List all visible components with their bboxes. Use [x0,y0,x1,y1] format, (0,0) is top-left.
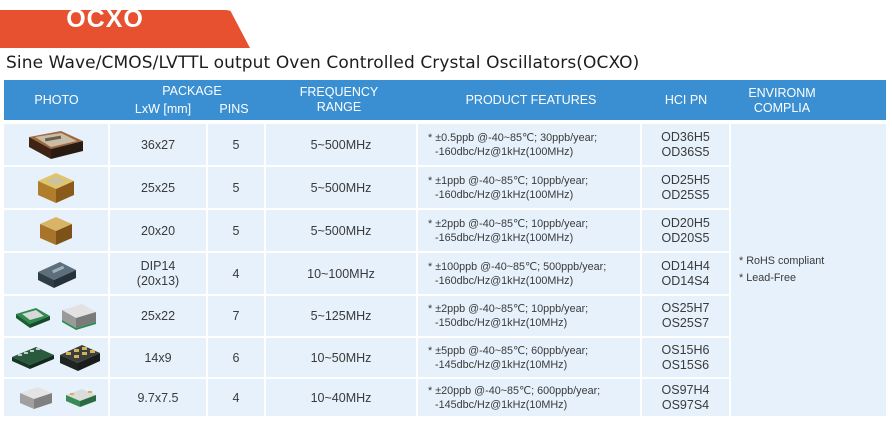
row-pins: 5 [208,167,264,208]
row-part-number: OD25H5 OD25S5 [642,167,729,208]
row-features: * ±20ppb @-40~85℃; 600ppb/year; -145dbc/H… [418,379,640,416]
row-part-number: OS97H4 OS97S4 [642,379,729,416]
part-number-h: OD20H5 [661,215,710,230]
part-number-s: OD25S5 [661,187,710,202]
header-frequency: FREQUENCY [299,85,379,99]
page-subtitle: Sine Wave/CMOS/LVTTL output Oven Control… [6,53,640,73]
feature-line-1: * ±1ppb @-40~85℃; 10ppb/year; [428,174,589,187]
header-compliance: COMPLIA [753,101,811,115]
row-photo [4,338,108,377]
size-dimensions: (20x13) [136,273,180,288]
row-frequency: 5~125MHz [266,296,416,336]
header-photo: PHOTO [34,93,79,107]
row-frequency: 5~500MHz [266,167,416,208]
row-size: 14x9 [110,338,206,377]
row-photo [4,167,108,208]
feature-line-2: -150dbc/Hz@1kHz(10MHz) [435,317,568,329]
header-product-features: PRODUCT FEATURES [465,93,597,107]
row-photo [4,210,108,251]
part-number-h: OD14H4 [661,258,710,273]
row-features: * ±5ppb @-40~85℃; 60ppb/year; -145dbc/Hz@… [418,338,640,377]
row-pins: 7 [208,296,264,336]
part-number-s: OD14S4 [661,273,710,288]
small-smd-icon [20,386,96,409]
header-pins: PINS [219,102,249,116]
row-size: 20x20 [110,210,206,251]
row-size: 36x27 [110,124,206,165]
header-range: RANGE [316,100,362,114]
part-number-h: OS97H4 [661,382,710,397]
row-features: * ±0.5ppb @-40~85℃; 30ppb/year; -160dbc/H… [418,124,640,165]
part-number-s: OD20S5 [661,230,710,245]
feature-line-2: -165dbc/Hz@1kHz(100MHz) [435,231,574,244]
row-features: * ±2ppb @-40~85℃; 10ppb/year; -165dbc/Hz@… [418,210,640,251]
part-number-s: OS97S4 [661,397,710,412]
row-frequency: 5~500MHz [266,124,416,165]
feature-line-2: -145dbc/Hz@1kHz(10MHz) [435,398,568,411]
header-package: PACKAGE [162,84,222,98]
row-part-number: OD20H5 OD20S5 [642,210,729,251]
row-pins: 5 [208,210,264,251]
feature-line-1: * ±2ppb @-40~85℃; 10ppb/year; [428,217,589,230]
environment-compliance-cell: * RoHS compliant * Lead-Free [731,124,886,416]
row-size: 25x22 [110,296,206,336]
feature-line-2: -145dbc/Hz@1kHz(10MHz) [435,358,568,371]
row-frequency: 10~100MHz [266,253,416,294]
gold-ocxo-icon [38,172,74,203]
feature-line-1: * ±0.5ppb @-40~85℃; 30ppb/year; [428,131,598,144]
part-number-s: OD36S5 [661,144,710,159]
table-header: PHOTO PACKAGE LxW [mm] PINS FREQUENCY RA… [4,80,886,120]
size-package: DIP14 [140,258,176,273]
ocxo-tab-title: OCXO [66,5,144,33]
row-part-number: OS15H6 OS15S6 [642,338,729,377]
row-pins: 6 [208,338,264,377]
ocxo-tab [0,10,250,48]
part-number-h: OD25H5 [661,172,710,187]
feature-line-2: -160dbc/Hz@1kHz(100MHz) [435,145,574,158]
rohs-compliant-note: * RoHS compliant [739,255,825,267]
row-part-number: OD36H5 OD36S5 [642,124,729,165]
row-features: * ±2ppb @-40~85℃; 10ppb/year; -150dbc/Hz@… [418,296,640,336]
smd-module-icon [16,304,96,330]
row-pins: 4 [208,253,264,294]
feature-line-1: * ±100ppb @-40~85℃; 500ppb/year; [428,260,607,273]
row-frequency: 10~50MHz [266,338,416,377]
lead-free-note: * Lead-Free [739,272,797,284]
row-size: 9.7x7.5 [110,379,206,416]
row-size: DIP14 (20x13) [110,253,206,294]
row-photo [4,296,108,336]
row-features: * ±1ppb @-40~85℃; 10ppb/year; -160dbc/Hz@… [418,167,640,208]
feature-line-1: * ±5ppb @-40~85℃; 60ppb/year; [428,344,589,357]
smd-chip-icon [12,344,100,371]
part-number-h: OS25H7 [661,301,710,315]
row-part-number: OS25H7 OS25S7 [642,296,729,336]
row-photo [4,379,108,416]
row-frequency: 10~40MHz [266,379,416,416]
dip14-oscillator-icon [38,261,76,288]
feature-line-2: -160dbc/Hz@1kHz(100MHz) [435,188,574,201]
row-part-number: OD14H4 OD14S4 [642,253,729,294]
row-photo [4,124,108,165]
header-hci-pn: HCI PN [664,93,708,107]
part-number-s: OS15S6 [661,357,710,372]
row-pins: 4 [208,379,264,416]
header-lxw: LxW [mm] [134,102,192,116]
part-number-h: OS15H6 [661,342,710,357]
part-number-s: OS25S7 [661,316,710,330]
large-ocxo-icon [29,130,83,159]
gold-cube-icon [40,216,72,245]
feature-line-2: -160dbc/Hz@1kHz(100MHz) [435,274,574,287]
header-environment: ENVIRONM [748,86,816,100]
row-size: 25x25 [110,167,206,208]
feature-line-1: * ±20ppb @-40~85℃; 600ppb/year; [428,384,601,397]
row-pins: 5 [208,124,264,165]
part-number-h: OD36H5 [661,129,710,144]
feature-line-1: * ±2ppb @-40~85℃; 10ppb/year; [428,303,589,315]
row-photo [4,253,108,294]
row-features: * ±100ppb @-40~85℃; 500ppb/year; -160dbc/… [418,253,640,294]
row-frequency: 5~500MHz [266,210,416,251]
